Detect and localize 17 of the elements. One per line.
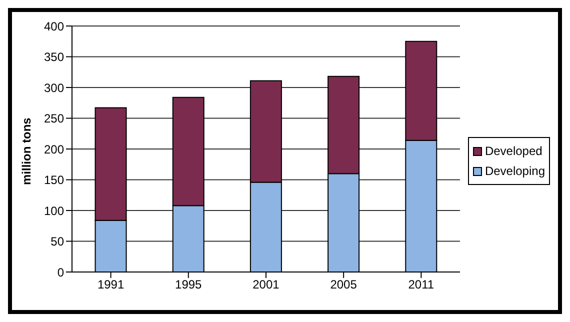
legend-label: Developed bbox=[484, 143, 542, 160]
y-tick-label: 50 bbox=[50, 234, 64, 249]
x-tick-label: 2005 bbox=[330, 278, 358, 292]
x-tick-label: 2011 bbox=[408, 278, 434, 292]
x-tick-label: 1995 bbox=[175, 278, 202, 292]
y-tick-label: 100 bbox=[44, 204, 64, 218]
x-tick-label: 2001 bbox=[252, 278, 280, 292]
y-tick-label: 250 bbox=[44, 112, 64, 126]
y-tick-label: 150 bbox=[44, 173, 64, 188]
y-axis-title: million tons bbox=[19, 117, 34, 185]
y-tick-label: 300 bbox=[44, 80, 64, 95]
y-tick-label: 350 bbox=[44, 50, 64, 64]
y-tick-label: 400 bbox=[44, 19, 64, 34]
x-tick-label: 1991 bbox=[97, 278, 124, 292]
legend-label: Developing bbox=[484, 163, 545, 180]
y-tick-label: 200 bbox=[44, 142, 64, 156]
y-tick-label: 0 bbox=[57, 265, 64, 280]
